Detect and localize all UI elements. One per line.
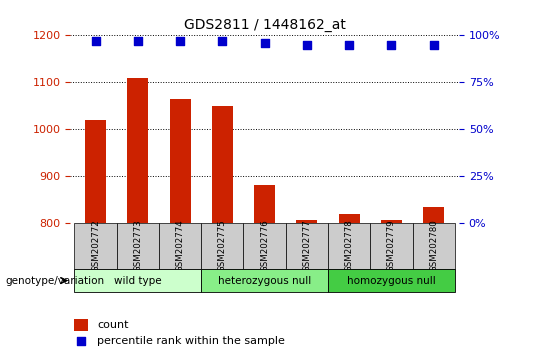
Text: GSM202774: GSM202774 — [176, 219, 185, 273]
Point — [218, 38, 227, 44]
Point — [387, 42, 396, 47]
Text: genotype/variation: genotype/variation — [5, 276, 105, 286]
Bar — [296, 220, 318, 223]
FancyBboxPatch shape — [201, 223, 244, 269]
Point — [91, 38, 100, 44]
FancyBboxPatch shape — [75, 223, 117, 269]
Text: GSM202773: GSM202773 — [133, 219, 143, 273]
FancyBboxPatch shape — [328, 269, 455, 292]
FancyBboxPatch shape — [75, 269, 201, 292]
FancyBboxPatch shape — [328, 223, 370, 269]
Text: GSM202778: GSM202778 — [345, 219, 354, 273]
Bar — [339, 214, 360, 223]
Text: GSM202775: GSM202775 — [218, 219, 227, 273]
Text: GSM202776: GSM202776 — [260, 219, 269, 273]
Point — [260, 40, 269, 46]
Point — [345, 42, 354, 47]
FancyBboxPatch shape — [117, 223, 159, 269]
Point — [429, 42, 438, 47]
Text: GSM202780: GSM202780 — [429, 219, 438, 273]
Bar — [254, 184, 275, 223]
Bar — [74, 319, 87, 331]
Text: GSM202772: GSM202772 — [91, 219, 100, 273]
Point — [133, 38, 142, 44]
FancyBboxPatch shape — [244, 223, 286, 269]
Text: GSM202777: GSM202777 — [302, 219, 312, 273]
FancyBboxPatch shape — [201, 269, 328, 292]
Text: wild type: wild type — [114, 275, 161, 286]
Text: count: count — [97, 320, 129, 330]
FancyBboxPatch shape — [286, 223, 328, 269]
Bar — [170, 99, 191, 223]
Point — [77, 338, 85, 343]
Bar — [212, 106, 233, 223]
Text: homozygous null: homozygous null — [347, 275, 436, 286]
Title: GDS2811 / 1448162_at: GDS2811 / 1448162_at — [184, 18, 346, 32]
Bar — [381, 220, 402, 223]
Point — [302, 42, 311, 47]
Text: percentile rank within the sample: percentile rank within the sample — [97, 336, 285, 346]
Text: GSM202779: GSM202779 — [387, 220, 396, 272]
FancyBboxPatch shape — [370, 223, 413, 269]
FancyBboxPatch shape — [159, 223, 201, 269]
Bar — [85, 120, 106, 223]
FancyBboxPatch shape — [413, 223, 455, 269]
Text: heterozygous null: heterozygous null — [218, 275, 311, 286]
Bar — [423, 207, 444, 223]
Bar — [127, 78, 149, 223]
Point — [176, 38, 184, 44]
